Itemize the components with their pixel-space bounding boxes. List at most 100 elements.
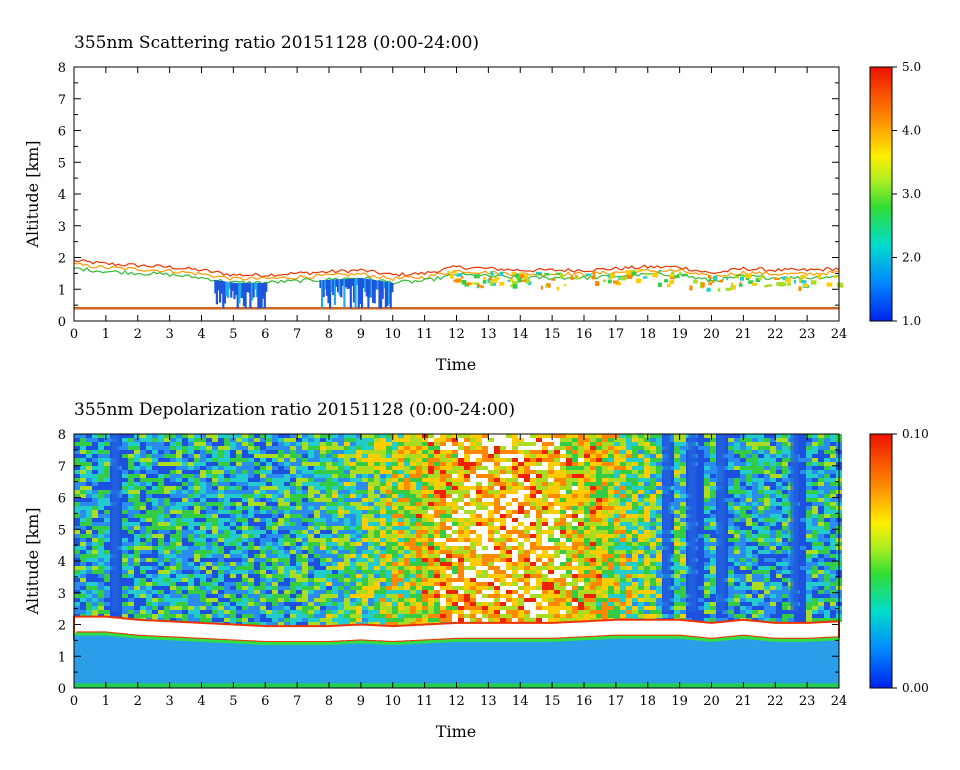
depol-cell	[404, 606, 410, 610]
depol-cell	[626, 510, 632, 514]
depol-cell	[530, 574, 536, 578]
depol-cell	[152, 562, 158, 566]
depol-cell	[92, 546, 98, 550]
depol-cell	[488, 614, 494, 618]
y-tick-label: 5	[58, 156, 66, 171]
depol-cell	[620, 530, 626, 534]
depol-cell	[230, 506, 236, 510]
depol-cell	[194, 538, 200, 542]
depol-cell	[356, 442, 362, 446]
cloud-cell	[701, 282, 705, 287]
depol-cell	[242, 578, 248, 582]
depol-cell	[212, 534, 218, 538]
depol-cell	[536, 486, 542, 490]
depol-cell	[602, 514, 608, 518]
depol-cell	[638, 474, 644, 478]
depol-cell	[500, 570, 506, 574]
depol-cell	[320, 450, 326, 454]
depol-cell	[128, 470, 134, 474]
depol-cell	[632, 566, 638, 570]
depol-cell	[506, 610, 512, 614]
depol-cell	[650, 494, 656, 498]
depol-cell	[350, 498, 356, 502]
depol-cell	[272, 554, 278, 558]
depol-cell	[578, 546, 584, 550]
depol-cell	[122, 578, 128, 582]
depol-cell	[278, 602, 284, 606]
depol-cell	[278, 510, 284, 514]
depol-cell	[554, 498, 560, 502]
depol-cell	[596, 454, 602, 458]
depol-cell	[560, 442, 566, 446]
depol-cell	[644, 606, 650, 610]
depol-cell	[266, 434, 272, 438]
depol-cell	[158, 538, 164, 542]
depol-cell	[314, 614, 320, 618]
depol-cell	[272, 618, 278, 622]
depol-cell	[134, 462, 140, 466]
depol-cell	[242, 518, 248, 522]
depol-cell	[254, 438, 260, 442]
depol-cell	[200, 506, 206, 510]
depol-cell	[590, 550, 596, 554]
depol-cell	[326, 466, 332, 470]
depol-cell	[500, 486, 506, 490]
depol-cell	[368, 570, 374, 574]
depol-cell	[380, 606, 386, 610]
depol-cell	[272, 602, 278, 606]
depol-cell	[140, 558, 146, 562]
depol-cell	[488, 494, 494, 498]
depol-cell	[476, 478, 482, 482]
depol-cell	[566, 438, 572, 442]
depol-cell	[608, 562, 614, 566]
depol-cell	[380, 462, 386, 466]
depol-cell	[92, 586, 98, 590]
depol-cell	[632, 466, 638, 470]
cloud-cell	[490, 270, 494, 276]
depol-cell	[278, 482, 284, 486]
depol-cell	[248, 490, 254, 494]
depol-cell	[458, 554, 464, 558]
depol-cell	[356, 486, 362, 490]
cloud-cell	[520, 272, 523, 275]
depol-cell	[104, 470, 110, 474]
depol-cell	[386, 526, 392, 530]
precip-cell	[327, 279, 330, 304]
depol-cell	[590, 594, 596, 598]
depol-cell	[326, 566, 332, 570]
depol-cell	[134, 514, 140, 518]
depol-cell	[410, 490, 416, 494]
depol-cell	[212, 546, 218, 550]
depol-cell	[182, 558, 188, 562]
depol-cell	[650, 602, 656, 606]
depol-cell	[92, 610, 98, 614]
depol-cell	[404, 498, 410, 502]
depol-cell	[278, 474, 284, 478]
depol-cell	[182, 530, 188, 534]
depol-cell	[440, 462, 446, 466]
depol-cell	[620, 462, 626, 466]
depol-cell	[176, 590, 182, 594]
depol-cell	[632, 510, 638, 514]
depol-cell	[164, 466, 170, 470]
cloud-cell	[782, 276, 788, 281]
depol-cell	[524, 590, 530, 594]
depol-cell	[278, 498, 284, 502]
depol-cell	[170, 482, 176, 486]
depol-cell	[320, 594, 326, 598]
depol-cell	[86, 442, 92, 446]
depol-cell	[572, 530, 578, 534]
depol-cell	[404, 614, 410, 618]
depol-cell	[404, 518, 410, 522]
depol-cell	[356, 574, 362, 578]
depol-cell	[272, 598, 278, 602]
depol-cell	[566, 562, 572, 566]
depol-cell	[320, 618, 326, 622]
depol-cell	[134, 542, 140, 546]
depol-cell	[236, 578, 242, 582]
depol-cell	[194, 598, 200, 602]
depol-cell	[362, 470, 368, 474]
depol-cell	[632, 598, 638, 602]
depol-cell	[560, 594, 566, 598]
depol-cell	[458, 546, 464, 550]
